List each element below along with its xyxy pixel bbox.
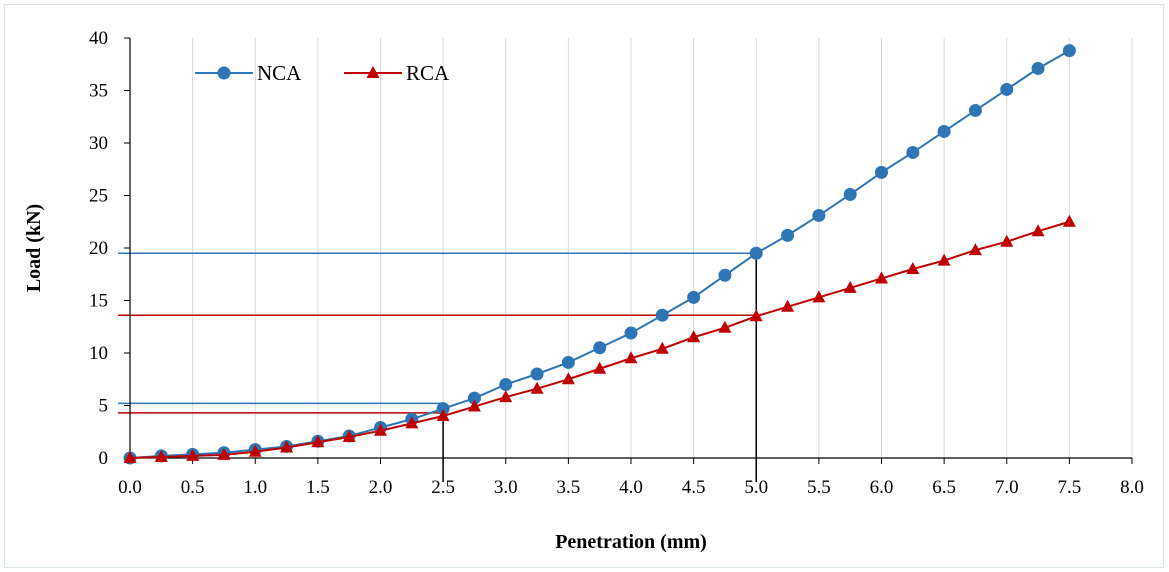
point-rca [436,409,450,421]
point-nca [781,228,795,242]
point-nca [436,402,450,416]
point-rca [561,372,575,385]
legend-marker-nca [217,66,231,80]
x-tick-label: 5.0 [744,477,768,498]
point-rca [248,444,262,457]
x-tick-label: 6.5 [932,477,956,498]
point-rca [875,271,888,284]
point-nca [1031,61,1045,75]
point-nca [593,341,607,355]
x-tick-label: 8.0 [1120,477,1144,498]
point-rca [1000,234,1014,247]
point-nca [687,290,701,304]
point-rca [1062,214,1076,227]
point-rca [499,390,513,403]
point-rca [123,451,137,463]
point-rca [687,330,701,343]
x-axis-title: Penetration (mm) [555,531,707,553]
point-rca [467,399,481,412]
y-tick-label: 30 [89,133,108,154]
x-tick-label: 3.5 [557,477,581,498]
point-nca [749,246,763,260]
axes [124,37,1133,464]
point-rca [718,320,732,333]
y-tick-label: 0 [99,448,109,469]
x-tick-label: 7.5 [1058,477,1082,498]
x-tick-label: 6.0 [870,477,894,498]
point-rca [906,262,920,274]
chart-frame [4,4,1164,568]
x-tick-label: 1.0 [243,477,267,498]
point-rca [311,435,325,448]
point-rca [186,448,200,461]
x-tick-label: 7.0 [995,477,1019,498]
legend-marker-rca [366,66,380,78]
y-tick-label: 20 [89,238,108,259]
x-tick-label: 1.5 [306,477,330,498]
point-nca [843,187,857,201]
point-nca [1062,44,1076,58]
point-rca [342,430,356,442]
point-rca [968,243,982,256]
legend-label-nca: NCA [257,61,302,85]
point-nca [937,124,951,138]
point-rca [1031,224,1045,237]
point-nca [812,208,826,222]
x-tick-label: 0.0 [118,477,142,498]
y-tick-label: 35 [89,81,108,102]
y-tick-label: 40 [89,28,108,49]
point-rca [624,351,638,364]
y-tick-label: 10 [89,343,108,364]
point-nca [624,326,638,340]
point-nca [968,103,982,117]
point-nca [561,355,575,369]
legend: NCA RCA [195,61,450,85]
point-rca [374,423,387,436]
point-rca [843,280,857,293]
point-rca [530,381,544,394]
x-tick-label: 5.5 [807,477,831,498]
reference-lines [118,252,757,482]
point-rca [217,447,231,460]
point-rca [593,361,607,374]
x-tick-labels: 0.0 0.5 1.0 1.5 2.0 2.5 3.0 3.5 4.0 4.5 5.0 5.5 6.0 6… [118,477,1144,498]
point-nca [499,378,513,391]
point-nca [906,145,920,159]
point-rca [781,299,795,312]
legend-label-rca: RCA [406,61,450,85]
y-tick-label: 5 [99,396,109,417]
point-nca [718,268,732,282]
point-rca [655,341,669,354]
point-rca [405,416,419,429]
series-line-nca [129,49,1070,459]
point-nca [875,165,888,179]
x-tick-label: 2.0 [369,477,393,498]
series-layer [123,44,1076,465]
y-tick-label: 15 [89,291,108,312]
point-rca [280,440,294,453]
x-tick-label: 4.5 [682,477,706,498]
point-rca [749,309,763,322]
x-tick-label: 4.0 [619,477,643,498]
point-nca [655,308,669,322]
y-axis-title: Load (kN) [23,204,45,292]
point-nca [530,367,544,381]
point-nca [1000,82,1014,96]
point-rca [154,449,168,462]
point-rca [812,290,826,303]
y-tick-label: 25 [89,186,108,207]
x-tick-label: 3.0 [494,477,518,498]
x-tick-label: 2.5 [431,477,455,498]
point-nca [467,391,481,405]
series-line-rca [129,220,1070,459]
x-tick-label: 0.5 [181,477,205,498]
y-tick-labels: 0 5 10 15 20 25 30 35 40 [89,28,108,469]
point-rca [937,253,951,266]
